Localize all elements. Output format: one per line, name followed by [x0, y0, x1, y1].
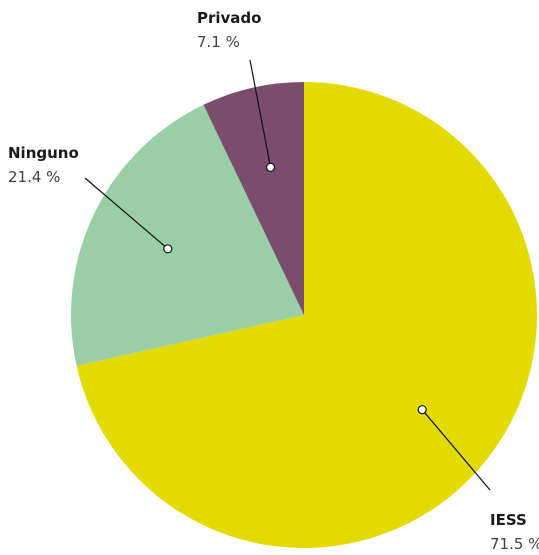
- slice-value-label: 71.5 %: [490, 535, 539, 551]
- slice-label: Ninguno: [8, 144, 79, 162]
- leader-line: [84, 177, 169, 250]
- slice-label: Privado: [197, 9, 261, 27]
- leader-line: [421, 409, 491, 491]
- pie-slice: [71, 104, 304, 366]
- leader-line: [249, 59, 272, 168]
- slice-value-label: 21.4 %: [8, 168, 60, 186]
- slice-label: IESS: [490, 511, 527, 529]
- leader-dot: [417, 405, 427, 415]
- slice-value-label: 7.1 %: [197, 33, 240, 51]
- pie-slice: [203, 82, 304, 315]
- pie-slice: [76, 82, 537, 549]
- leader-dot: [163, 244, 173, 254]
- leader-dot: [265, 162, 276, 172]
